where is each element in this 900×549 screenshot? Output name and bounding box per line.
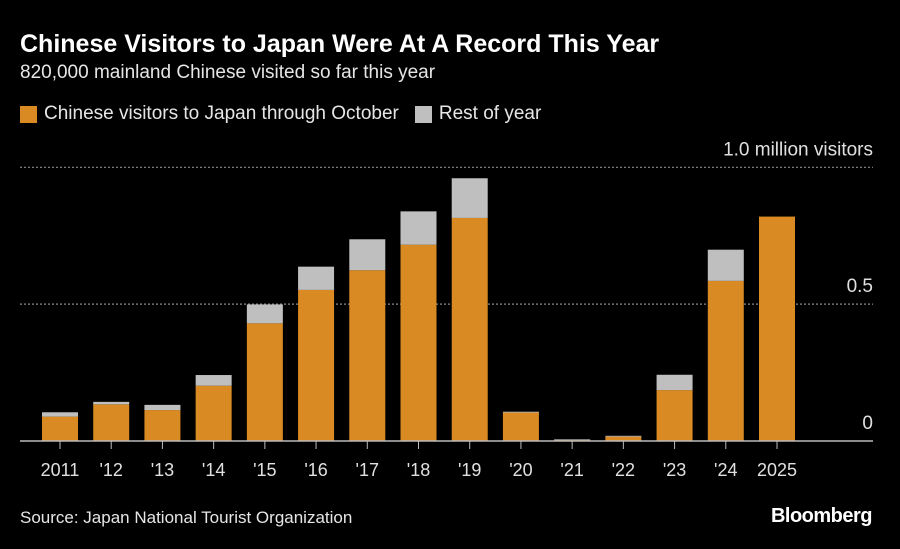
legend-item-october: Chinese visitors to Japan through Octobe… <box>20 103 399 125</box>
bar-rest-of-year <box>451 178 488 218</box>
x-tick-label: '13 <box>151 460 174 480</box>
bar-through-october <box>195 385 232 441</box>
y-tick-label: 1.0 million visitors <box>723 139 873 160</box>
bar-through-october <box>144 410 181 441</box>
x-tick-label: '17 <box>356 460 379 480</box>
bar-through-october <box>451 217 488 441</box>
x-tick-label: '14 <box>202 460 225 480</box>
x-tick-label: '23 <box>663 460 686 480</box>
bar-rest-of-year <box>42 412 78 417</box>
x-tick-label: '22 <box>612 460 635 480</box>
bar-rest-of-year <box>656 374 693 391</box>
chart-subtitle: 820,000 mainland Chinese visited so far … <box>20 62 436 83</box>
bar-rest-of-year <box>195 375 232 386</box>
bar-through-october <box>759 216 795 441</box>
legend-label: Chinese visitors to Japan through Octobe… <box>44 103 399 124</box>
bar-rest-of-year <box>349 239 386 271</box>
x-tick-label: '19 <box>458 460 481 480</box>
source-note: Source: Japan National Tourist Organizat… <box>20 508 353 527</box>
bloomberg-logo: Bloomberg <box>770 505 873 527</box>
x-tick-label: '20 <box>509 460 532 480</box>
bar-through-october <box>605 436 642 441</box>
bar-rest-of-year <box>298 266 335 290</box>
bar-through-october <box>298 289 335 441</box>
bar-rest-of-year <box>707 249 744 281</box>
bar-through-october <box>707 280 744 441</box>
bar-rest-of-year <box>554 439 591 441</box>
y-tick-label: 0 <box>862 413 873 434</box>
legend-swatch-gray <box>414 105 432 123</box>
bar-through-october <box>502 412 539 441</box>
x-tick-label: '12 <box>99 460 122 480</box>
bar-through-october <box>93 404 130 441</box>
y-tick-label: 0.5 <box>847 276 873 297</box>
legend-label: Rest of year <box>438 103 542 124</box>
x-tick-label: '21 <box>560 460 583 480</box>
x-tick-label: '24 <box>714 460 737 480</box>
x-tick-label: 2011 <box>41 460 80 480</box>
bar-through-october <box>246 323 283 441</box>
legend-swatch-orange <box>20 105 37 123</box>
bar-rest-of-year <box>502 411 539 413</box>
x-tick-label: '16 <box>304 460 327 480</box>
bar-rest-of-year <box>93 401 130 405</box>
bar-through-october <box>42 416 78 441</box>
bar-through-october <box>400 244 437 441</box>
x-tick-label: '18 <box>407 460 430 480</box>
bar-rest-of-year <box>246 304 283 324</box>
x-tick-label: '15 <box>253 460 276 480</box>
bar-rest-of-year <box>605 435 642 437</box>
bar-rest-of-year <box>400 211 437 245</box>
legend-item-rest: Rest of year <box>414 103 542 125</box>
x-tick-label: 2025 <box>757 460 797 480</box>
legend: Chinese visitors to Japan through Octobe… <box>20 103 557 125</box>
bar-through-october <box>656 390 693 441</box>
bar-rest-of-year <box>144 404 181 411</box>
bar-through-october <box>349 270 386 441</box>
chart-title: Chinese Visitors to Japan Were At A Reco… <box>20 30 660 58</box>
